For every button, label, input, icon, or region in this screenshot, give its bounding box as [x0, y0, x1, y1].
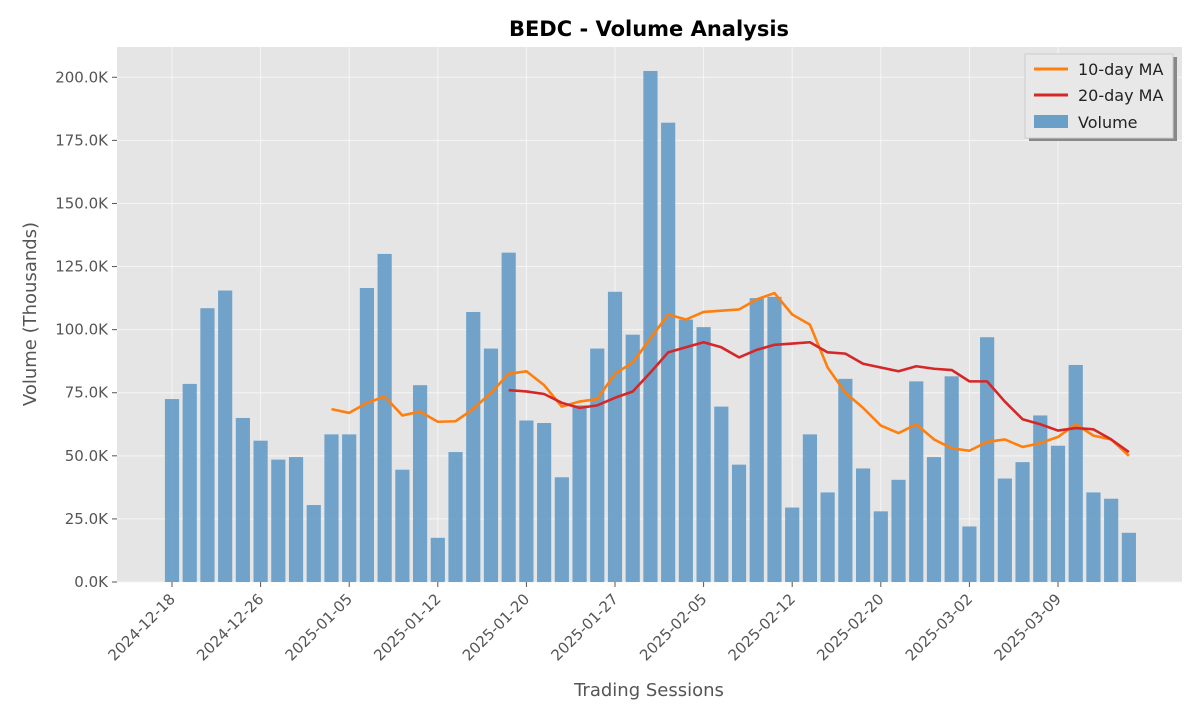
- x-tick-label: 2024-12-26: [193, 590, 267, 664]
- volume-bar: [855, 468, 871, 582]
- volume-bar: [1068, 364, 1083, 582]
- x-tick-label: 2025-01-05: [282, 590, 356, 664]
- y-tick-label: 75.0K: [65, 384, 109, 402]
- volume-bar: [802, 434, 818, 582]
- volume-bar: [572, 405, 587, 582]
- ma20-line: [508, 340, 1130, 454]
- bars-layer: [164, 70, 1136, 582]
- volume-bar: [731, 464, 747, 582]
- volume-bar: [342, 434, 357, 582]
- volume-bar: [1104, 498, 1119, 582]
- volume-bar: [909, 381, 924, 582]
- lines-layer: [331, 291, 1130, 457]
- volume-bar: [891, 479, 906, 582]
- volume-bar: [678, 319, 693, 582]
- y-tick-label: 100.0K: [55, 321, 109, 339]
- volume-bar: [820, 492, 835, 582]
- ma10-line: [331, 291, 1130, 457]
- x-tick-label: 2025-03-09: [990, 590, 1064, 664]
- volume-bar: [466, 311, 481, 582]
- y-tick-label: 125.0K: [55, 258, 109, 276]
- volume-bar: [430, 537, 445, 582]
- volume-bar: [359, 288, 375, 582]
- volume-bar: [767, 296, 782, 582]
- legend-label-20day-ma: 20-day MA: [1078, 86, 1163, 105]
- y-tick-label: 0.0K: [74, 573, 109, 591]
- volume-bar: [1015, 462, 1030, 582]
- volume-bar: [1050, 445, 1066, 582]
- volume-bar: [1086, 492, 1101, 582]
- x-tick-label: 2025-01-27: [547, 590, 621, 664]
- volume-bar: [607, 291, 623, 582]
- volume-bar: [519, 420, 534, 582]
- volume-bar: [554, 477, 569, 582]
- x-tick-label: 2025-01-20: [459, 590, 533, 664]
- volume-bar: [643, 70, 658, 582]
- volume-bar: [696, 327, 711, 582]
- y-tick-label: 50.0K: [65, 447, 109, 465]
- legend-label-10day-ma: 10-day MA: [1078, 60, 1163, 79]
- volume-bar: [483, 348, 499, 582]
- volume-bar: [714, 406, 729, 582]
- volume-bar: [448, 452, 463, 582]
- y-tick-label: 200.0K: [55, 68, 109, 86]
- x-axis-label: Trading Sessions: [573, 680, 724, 701]
- volume-bar: [200, 308, 215, 582]
- volume-bar: [288, 457, 304, 582]
- y-axis-label: Volume (Thousands): [20, 222, 41, 406]
- volume-bar: [590, 348, 605, 582]
- legend: 10-day MA 20-day MA Volume: [1024, 53, 1177, 141]
- x-tick-label: 2024-12-18: [104, 590, 178, 664]
- x-tick-label: 2025-02-20: [813, 590, 887, 664]
- legend-label-volume: Volume: [1078, 113, 1138, 132]
- volume-bar: [838, 378, 853, 582]
- y-tick-label: 150.0K: [55, 194, 109, 212]
- volume-bar: [271, 459, 286, 582]
- volume-bar: [944, 376, 959, 582]
- legend-swatch-volume: [1034, 115, 1068, 128]
- volume-bar: [873, 511, 888, 582]
- volume-bar: [749, 298, 764, 582]
- x-tick-label: 2025-02-12: [725, 590, 799, 664]
- volume-bar: [625, 334, 640, 582]
- volume-bar: [377, 253, 392, 582]
- volume-bar: [324, 434, 339, 582]
- volume-bar: [412, 385, 428, 582]
- volume-bar: [182, 383, 197, 582]
- volume-bar: [997, 478, 1012, 582]
- y-tick-label: 175.0K: [55, 131, 109, 149]
- volume-bar: [218, 290, 233, 582]
- chart-title: BEDC - Volume Analysis: [509, 17, 789, 41]
- volume-bar: [926, 457, 942, 582]
- volume-bar: [395, 469, 410, 582]
- volume-bar: [235, 417, 250, 582]
- volume-bar: [980, 337, 995, 582]
- x-tick-label: 2025-03-02: [902, 590, 976, 664]
- volume-bar: [1033, 415, 1048, 582]
- volume-bar: [962, 526, 977, 582]
- volume-bar: [501, 252, 516, 582]
- volume-bar: [306, 505, 321, 582]
- volume-bar: [164, 399, 180, 582]
- volume-bar: [1121, 532, 1136, 582]
- y-tick-label: 25.0K: [65, 510, 109, 528]
- volume-bar: [785, 507, 800, 582]
- volume-bar: [537, 423, 552, 582]
- x-tick-label: 2025-01-12: [370, 590, 444, 664]
- volume-bar: [253, 440, 268, 582]
- x-tick-label: 2025-02-05: [636, 590, 710, 664]
